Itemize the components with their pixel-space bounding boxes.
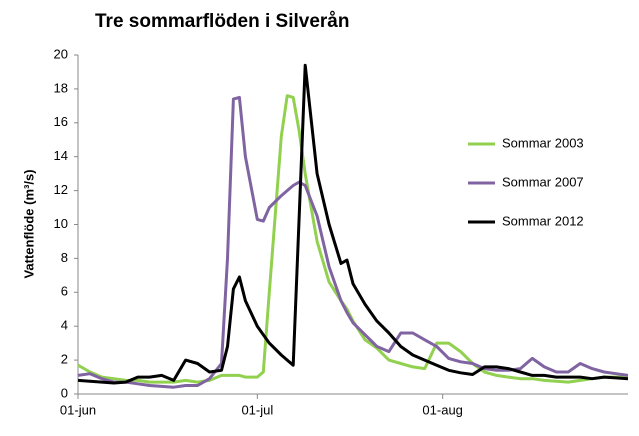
legend-label: Sommar 2007 xyxy=(502,174,584,189)
y-tick-label: 12 xyxy=(54,182,68,197)
series-line xyxy=(77,94,628,384)
chart-title: Tre sommarflöden i Silverån xyxy=(95,11,349,32)
legend-label: Sommar 2012 xyxy=(502,213,584,228)
x-tick-label: 01-aug xyxy=(422,402,462,417)
y-tick-label: 18 xyxy=(54,80,68,95)
y-tick-label: 2 xyxy=(61,352,68,367)
x-tick-label: 01-jul xyxy=(241,402,273,417)
y-tick-label: 0 xyxy=(61,385,68,400)
y-tick-label: 6 xyxy=(61,284,68,299)
y-tick-label: 20 xyxy=(54,46,68,61)
y-tick-label: 16 xyxy=(54,114,68,129)
y-tick-label: 10 xyxy=(54,216,68,231)
y-tick-label: 14 xyxy=(54,148,68,163)
y-axis-label: Vattenflöde (m³/s) xyxy=(21,169,36,278)
series-line xyxy=(77,95,629,389)
legend-label: Sommar 2003 xyxy=(502,135,584,150)
y-tick-label: 4 xyxy=(61,318,68,333)
x-tick-label: 01-jun xyxy=(60,402,96,417)
y-tick-label: 8 xyxy=(61,250,68,265)
series-line xyxy=(77,63,629,385)
